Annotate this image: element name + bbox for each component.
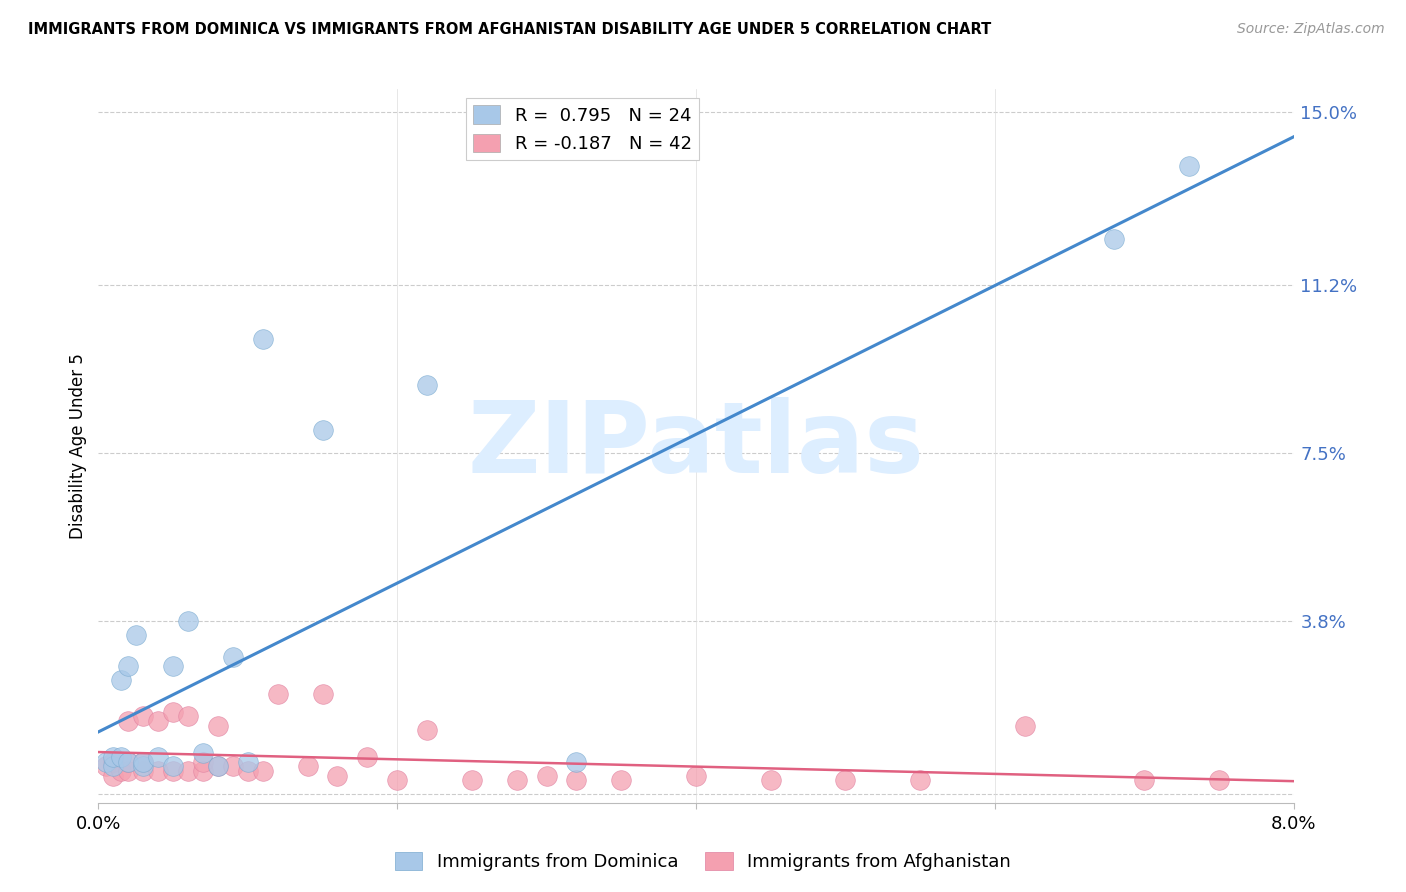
Point — [252, 764, 274, 778]
Point — [132, 709, 155, 723]
Point — [267, 687, 290, 701]
Point — [207, 759, 229, 773]
Point — [117, 764, 139, 778]
Point — [1014, 718, 1036, 732]
Text: ZIPatlas: ZIPatlas — [468, 398, 924, 494]
Point — [416, 377, 439, 392]
Point — [1178, 160, 1201, 174]
Point — [565, 755, 588, 769]
Point — [162, 764, 184, 778]
Legend: Immigrants from Dominica, Immigrants from Afghanistan: Immigrants from Dominica, Immigrants fro… — [388, 845, 1018, 879]
Point — [117, 755, 139, 769]
Point — [103, 755, 125, 769]
Point — [177, 709, 200, 723]
Point — [148, 764, 170, 778]
Point — [162, 759, 184, 773]
Point — [207, 759, 229, 773]
Point — [834, 773, 856, 788]
Point — [222, 759, 245, 773]
Legend: R =  0.795   N = 24, R = -0.187   N = 42: R = 0.795 N = 24, R = -0.187 N = 42 — [465, 98, 699, 161]
Point — [1208, 773, 1230, 788]
Point — [461, 773, 484, 788]
Point — [908, 773, 931, 788]
Point — [610, 773, 633, 788]
Point — [110, 750, 132, 764]
Point — [191, 755, 214, 769]
Point — [356, 750, 378, 764]
Point — [162, 659, 184, 673]
Point — [148, 714, 170, 728]
Point — [236, 755, 259, 769]
Point — [94, 755, 117, 769]
Point — [685, 768, 707, 782]
Point — [117, 714, 139, 728]
Point — [177, 614, 200, 628]
Point — [132, 755, 155, 769]
Point — [297, 759, 319, 773]
Point — [117, 659, 139, 673]
Point — [132, 764, 155, 778]
Point — [191, 764, 214, 778]
Point — [125, 627, 148, 641]
Point — [565, 773, 588, 788]
Point — [110, 673, 132, 687]
Point — [191, 746, 214, 760]
Point — [94, 759, 117, 773]
Point — [110, 764, 132, 778]
Point — [536, 768, 558, 782]
Point — [162, 705, 184, 719]
Point — [132, 759, 155, 773]
Y-axis label: Disability Age Under 5: Disability Age Under 5 — [69, 353, 87, 539]
Point — [132, 755, 155, 769]
Point — [222, 650, 245, 665]
Point — [207, 718, 229, 732]
Point — [311, 423, 333, 437]
Point — [385, 773, 409, 788]
Text: Source: ZipAtlas.com: Source: ZipAtlas.com — [1237, 22, 1385, 37]
Point — [103, 759, 125, 773]
Point — [326, 768, 349, 782]
Point — [506, 773, 529, 788]
Text: IMMIGRANTS FROM DOMINICA VS IMMIGRANTS FROM AFGHANISTAN DISABILITY AGE UNDER 5 C: IMMIGRANTS FROM DOMINICA VS IMMIGRANTS F… — [28, 22, 991, 37]
Point — [177, 764, 200, 778]
Point — [1133, 773, 1156, 788]
Point — [103, 768, 125, 782]
Point — [759, 773, 782, 788]
Point — [252, 332, 274, 346]
Point — [117, 755, 139, 769]
Point — [236, 764, 259, 778]
Point — [148, 750, 170, 764]
Point — [311, 687, 333, 701]
Point — [103, 750, 125, 764]
Point — [1102, 232, 1125, 246]
Point — [416, 723, 439, 737]
